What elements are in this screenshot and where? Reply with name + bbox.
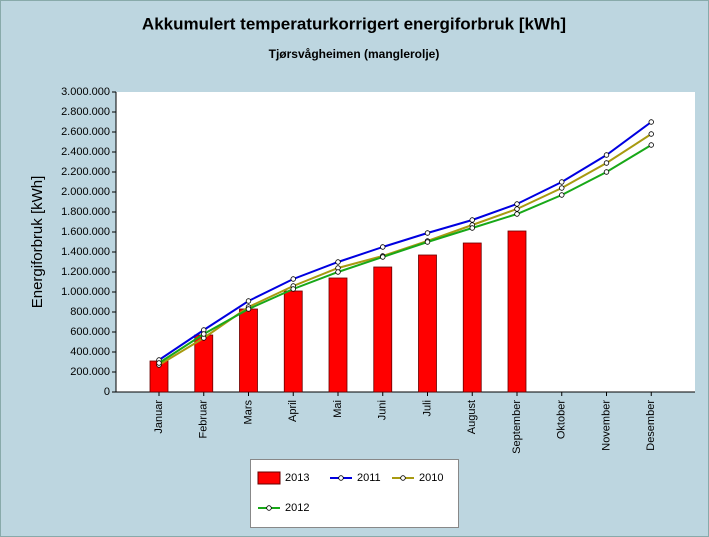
line-marker	[559, 185, 565, 191]
x-tick-label: Januar	[153, 400, 165, 434]
legend-label: 2012	[285, 502, 309, 514]
line-marker	[290, 276, 296, 282]
line-marker	[514, 211, 520, 217]
line-marker	[648, 119, 654, 125]
y-tick-label: 600.000	[70, 326, 110, 338]
line-marker	[424, 239, 431, 245]
bar	[507, 230, 527, 393]
line-marker	[245, 306, 252, 312]
bar	[283, 290, 303, 393]
chart-title: Akkumulert temperaturkorrigert energifor…	[142, 14, 566, 33]
y-tick-label: 1.200.000	[61, 266, 110, 278]
y-tick-label: 2.000.000	[61, 186, 110, 198]
y-tick-label: 1.800.000	[61, 206, 110, 218]
y-axis-title: Energiforbruk [kWh]	[29, 176, 46, 309]
line-marker	[156, 360, 162, 366]
y-tick-label: 2.400.000	[61, 146, 110, 158]
bar	[194, 334, 214, 393]
line	[158, 144, 652, 364]
line-marker	[469, 217, 475, 223]
line-marker	[559, 179, 565, 185]
line-marker	[380, 244, 386, 250]
y-tick-label: 1.600.000	[61, 226, 110, 238]
chart-subtitle: Tjørsvågheimen (manglerolje)	[269, 47, 440, 61]
y-tick-label: 3.000.000	[61, 86, 110, 98]
line-marker	[514, 206, 520, 212]
line	[158, 121, 652, 361]
line-marker	[648, 131, 654, 137]
legend-label: 2013	[285, 472, 309, 484]
y-tick-label: 1.000.000	[61, 286, 110, 298]
bar	[328, 277, 348, 393]
line-marker	[201, 331, 207, 337]
y-tick-label: 1.400.000	[61, 246, 110, 258]
y-tick-label: 2.800.000	[61, 106, 110, 118]
x-tick-label: August	[466, 400, 478, 434]
legend-marker	[400, 475, 406, 481]
y-tick-label: 0	[104, 386, 110, 398]
legend-marker	[338, 475, 344, 481]
bar	[462, 242, 482, 393]
x-tick-label: November	[600, 400, 612, 451]
y-tick-label: 200.000	[70, 366, 110, 378]
line-marker	[380, 254, 386, 260]
x-tick-label: Oktober	[556, 400, 568, 439]
legend-label: 2011	[357, 472, 381, 484]
x-tick-label: Desember	[645, 400, 657, 451]
bar	[239, 308, 258, 393]
legend-swatch	[257, 471, 281, 485]
x-tick-label: Mars	[242, 400, 254, 425]
bar	[373, 266, 393, 393]
line-marker	[603, 152, 610, 158]
legend-label: 2010	[419, 472, 443, 484]
line-marker	[335, 259, 341, 265]
line-marker	[603, 169, 610, 175]
line-marker	[559, 192, 565, 198]
line-marker	[335, 269, 341, 275]
x-tick-label: Mai	[332, 400, 344, 418]
y-tick-label: 2.200.000	[61, 166, 110, 178]
x-tick-label: Juli	[421, 400, 433, 417]
legend-marker	[266, 505, 272, 511]
x-tick-label: Juni	[377, 400, 389, 420]
y-tick-label: 400.000	[70, 346, 110, 358]
line-marker	[245, 298, 252, 304]
y-tick-label: 2.600.000	[61, 126, 110, 138]
line-marker	[290, 286, 296, 292]
line-marker	[603, 160, 610, 166]
x-tick-label: September	[511, 400, 523, 454]
legend	[250, 459, 459, 528]
line-marker	[514, 201, 520, 207]
line-marker	[648, 142, 654, 148]
line-marker	[469, 225, 475, 231]
bar	[418, 254, 437, 393]
x-tick-label: Februar	[198, 400, 210, 439]
line-marker	[424, 230, 431, 236]
x-tick-label: April	[287, 400, 299, 422]
y-tick-label: 800.000	[70, 306, 110, 318]
